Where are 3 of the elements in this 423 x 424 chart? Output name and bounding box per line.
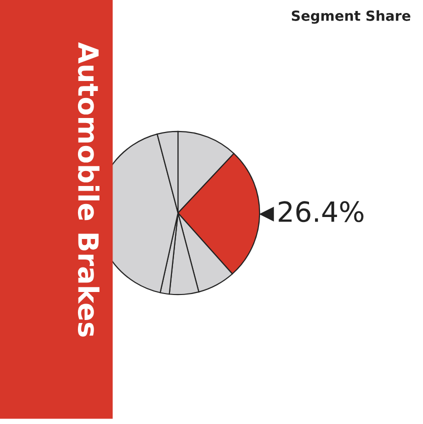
data-label: 26.4% (278, 201, 364, 222)
text: Automobile Brakes (78, 42, 100, 337)
chart-subtitle: Segment Share (292, 10, 410, 24)
